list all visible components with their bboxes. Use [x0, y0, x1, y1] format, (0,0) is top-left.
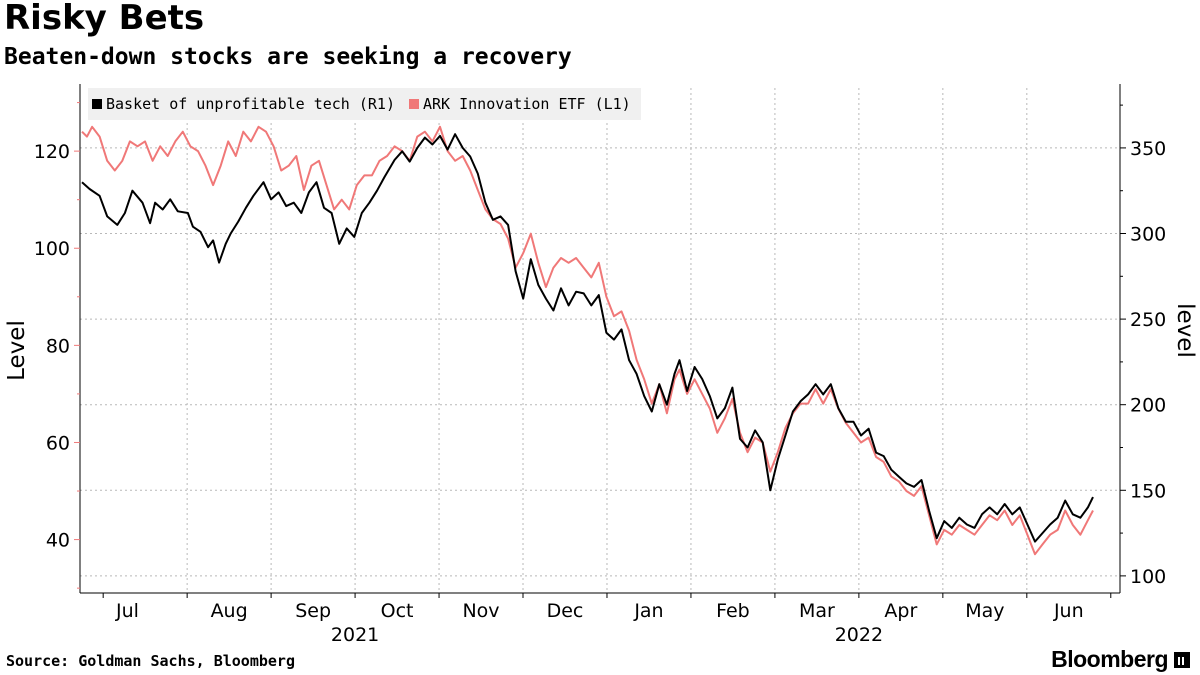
series-line-basket: [81, 133, 1094, 543]
left-tick-label: 120: [34, 141, 70, 163]
right-tick-label: 200: [1130, 395, 1166, 417]
legend: Basket of unprofitable tech (R1) ARK Inn…: [88, 88, 641, 120]
right-axis-title: level: [1172, 303, 1198, 358]
chart-title: Risky Bets: [4, 0, 205, 38]
x-month-label: Sep: [295, 600, 331, 622]
right-tick-label: 150: [1130, 480, 1166, 502]
axes: [74, 84, 1126, 598]
gridlines: [80, 88, 1120, 593]
x-month-label: Jun: [1053, 600, 1084, 622]
bloomberg-logo: Bloomberg: [1051, 646, 1190, 673]
x-month-label: May: [965, 600, 1004, 622]
left-axis-title: Level: [4, 320, 30, 381]
legend-label-basket: Basket of unprofitable tech (R1): [106, 95, 395, 113]
x-month-label: Aug: [211, 600, 248, 622]
x-month-label: Apr: [884, 600, 917, 622]
left-tick-label: 40: [46, 530, 70, 552]
legend-swatch-basket: [92, 99, 102, 109]
series-line-ark: [81, 125, 1094, 556]
right-tick-label: 250: [1130, 309, 1166, 331]
right-tick-label: 100: [1130, 566, 1166, 588]
brand-name: Bloomberg: [1051, 646, 1168, 672]
axis-labels: 40 60 80 100 120 100 150 200 250 300 350 Level level…: [4, 138, 1198, 646]
x-year-label: 2021: [331, 624, 379, 646]
legend-label-ark: ARK Innovation ETF (L1): [422, 95, 631, 113]
x-month-label: Dec: [547, 600, 584, 622]
legend-swatch-ark: [408, 99, 419, 109]
left-tick-label: 80: [46, 335, 70, 357]
x-year-label: 2022: [835, 624, 883, 646]
chart-subtitle: Beaten-down stocks are seeking a recover…: [4, 44, 572, 70]
x-month-label: Nov: [462, 600, 499, 622]
right-tick-label: 350: [1130, 138, 1166, 160]
bloomberg-mark-icon: [1174, 651, 1190, 668]
x-month-label: Jan: [633, 600, 663, 622]
left-tick-label: 60: [46, 432, 70, 454]
x-month-label: Jul: [115, 600, 139, 622]
right-tick-label: 300: [1130, 224, 1166, 246]
left-tick-label: 100: [34, 238, 70, 260]
legend-item-basket: Basket of unprofitable tech (R1): [92, 95, 395, 113]
x-month-label: Oct: [381, 600, 414, 622]
source-note: Source: Goldman Sachs, Bloomberg: [6, 652, 295, 670]
x-month-label: Feb: [716, 600, 750, 622]
legend-item-ark: ARK Innovation ETF (L1): [408, 95, 631, 113]
series-lines: [81, 125, 1094, 556]
x-month-label: Mar: [799, 600, 835, 622]
